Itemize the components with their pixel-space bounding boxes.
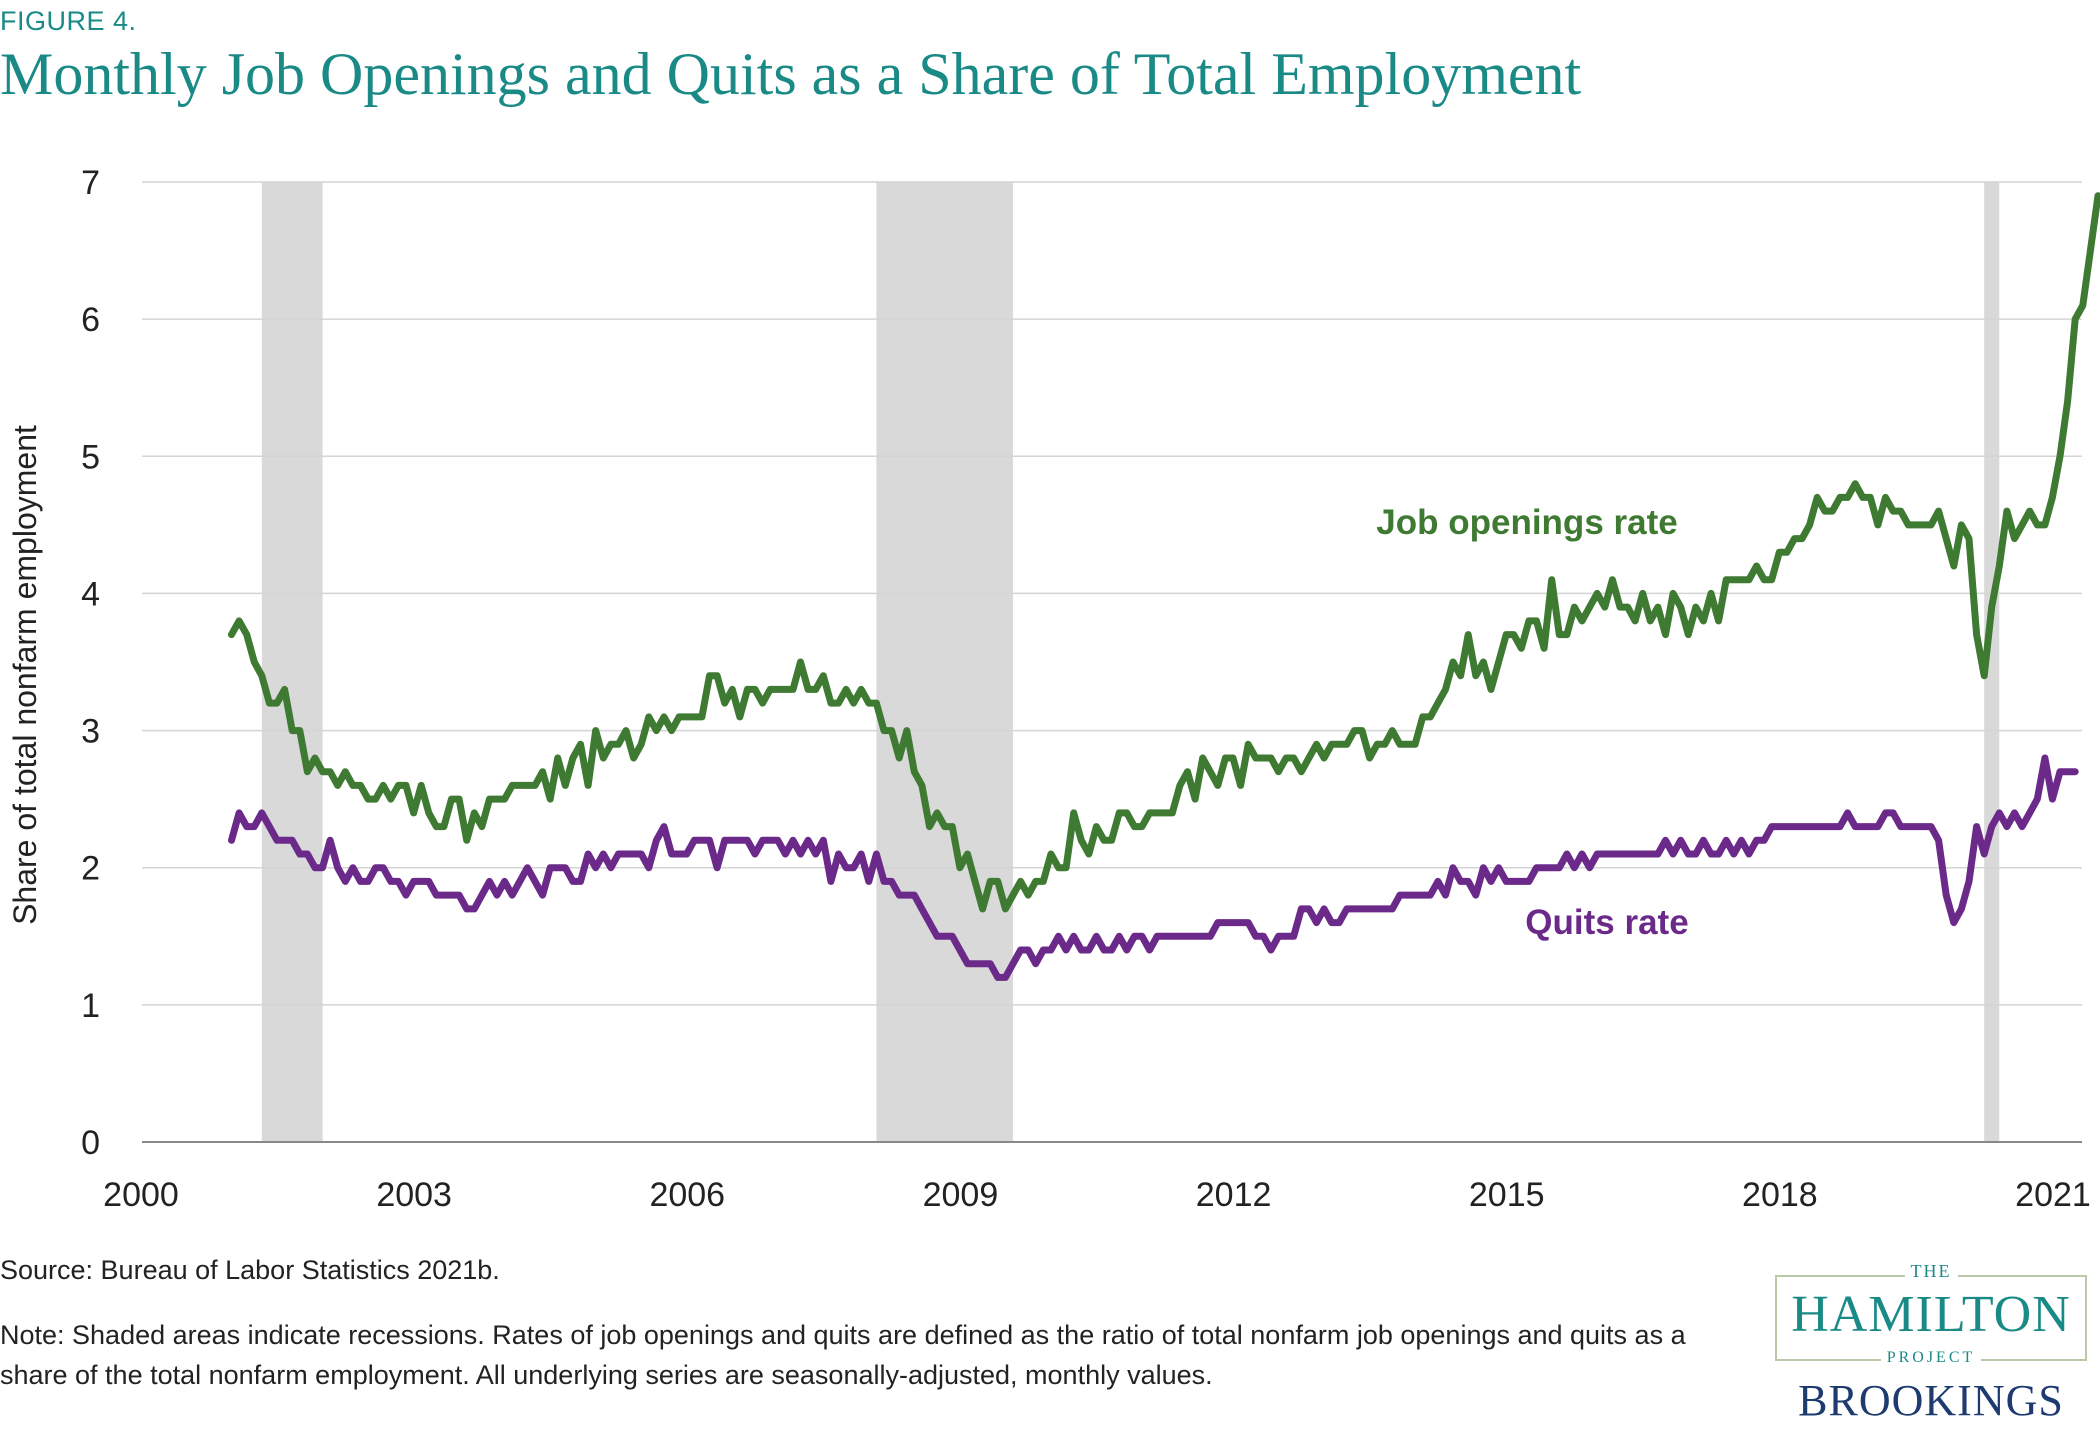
- y-tick-labels: 0 1 2 3 4 5 6 7: [81, 164, 100, 1162]
- x-tick-label-2003: 2003: [376, 1176, 452, 1214]
- recession-shading: [261, 182, 2000, 1142]
- y-tick-label-2: 2: [81, 850, 100, 888]
- x-tick-label-2021: 2021: [2015, 1176, 2091, 1214]
- x-tick-label-2012: 2012: [1196, 1176, 1272, 1214]
- logo-hamilton: HAMILTON: [1791, 1286, 2071, 1343]
- figure-label: FIGURE 4.: [0, 6, 137, 36]
- x-tick-labels: 2000 2003 2006 2009 2012 2015 2018 2021: [103, 1176, 2091, 1214]
- y-tick-label-4: 4: [81, 575, 100, 613]
- recession-band-2: [1984, 182, 2000, 1142]
- x-tick-label-2000: 2000: [103, 1176, 179, 1214]
- y-axis-label: Share of total nonfarm employment: [7, 425, 43, 925]
- job-openings-rate-line: [228, 192, 2100, 913]
- x-tick-label-2018: 2018: [1742, 1176, 1818, 1214]
- y-tick-label-0: 0: [81, 1124, 100, 1162]
- y-tick-label-7: 7: [81, 164, 100, 202]
- y-tick-label-5: 5: [81, 438, 100, 476]
- logo-the: THE: [1775, 1261, 2087, 1282]
- x-tick-label-2015: 2015: [1469, 1176, 1545, 1214]
- quits-rate-line: [228, 754, 2079, 981]
- y-tick-label-3: 3: [81, 713, 100, 751]
- logo-brookings: BROOKINGS: [1798, 1376, 2064, 1425]
- recession-band-1: [876, 182, 1013, 1142]
- logo-project: PROJECT: [1775, 1349, 2087, 1367]
- chart-title: Monthly Job Openings and Quits as a Shar…: [0, 41, 1582, 107]
- y-tick-label-1: 1: [81, 987, 100, 1025]
- x-tick-label-2009: 2009: [923, 1176, 999, 1214]
- chart: 0 1 2 3 4 5 6 7 2000 2003 2006 2009 2012 2015 2018 202…: [7, 164, 2100, 1214]
- series-label-quits: Quits rate: [1525, 903, 1688, 942]
- y-tick-label-6: 6: [81, 301, 100, 339]
- series-lines: [228, 192, 2100, 981]
- gridlines: [142, 181, 2082, 1143]
- recession-band-0: [261, 182, 323, 1142]
- hamilton-brookings-logo: THE HAMILTON PROJECT BROOKINGS: [1775, 1255, 2095, 1425]
- x-tick-label-2006: 2006: [649, 1176, 725, 1214]
- source-note: Source: Bureau of Labor Statistics 2021b…: [0, 1255, 500, 1285]
- series-label-job-openings: Job openings rate: [1376, 503, 1677, 542]
- footnote: Note: Shaded areas indicate recessions. …: [0, 1320, 1686, 1390]
